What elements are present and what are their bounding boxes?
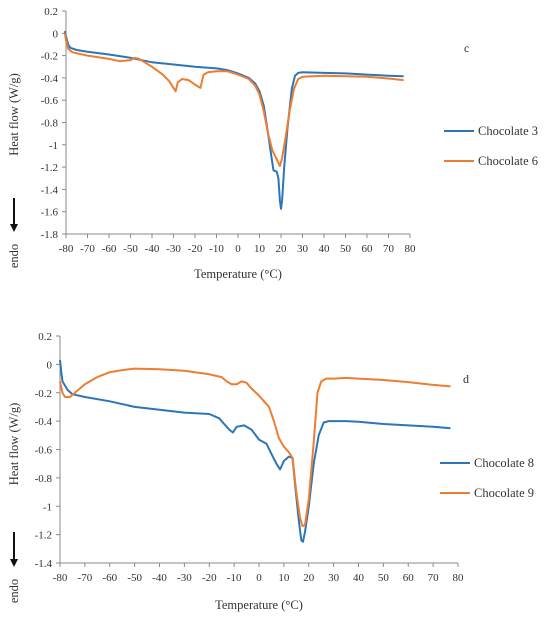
y-tick-label: -1.2 (35, 530, 52, 542)
chart-panel-c: 0.2 0 -0.2 -0.4 -0.6 -0.8 -1 -1.2 -1.4 -1.6 -1.8-8… (7, 6, 538, 281)
y-tick-label: -1.4 (41, 184, 59, 196)
x-tick-label: 70 (383, 243, 395, 255)
x-tick-label: -50 (123, 243, 138, 255)
x-tick-label: 60 (362, 243, 374, 255)
x-tick-label: 20 (303, 572, 315, 584)
y-tick-label: -1 (43, 501, 52, 513)
x-tick-label: 80 (453, 572, 465, 584)
endo-label: endo (7, 244, 21, 268)
x-tick-label: -70 (78, 572, 93, 584)
series-line-1 (63, 30, 404, 210)
y-tick-label: 0 (53, 28, 59, 40)
series-line-2 (63, 33, 404, 167)
x-tick-label: 10 (278, 572, 290, 584)
x-tick-label: -10 (209, 243, 224, 255)
x-tick-label: 0 (235, 243, 241, 255)
y-tick-label: -0.2 (35, 388, 52, 400)
legend-label: Chocolate 8 (474, 456, 534, 470)
y-tick-label: 0 (47, 359, 53, 371)
series-line-2 (59, 367, 451, 528)
x-tick-label: -20 (202, 572, 217, 584)
panel-letter: c (464, 41, 469, 55)
y-tick-label: -0.6 (35, 445, 53, 457)
y-axis-label: Heat flow (W/g) (7, 403, 21, 486)
x-tick-label: -60 (102, 572, 117, 584)
x-tick-label: -50 (127, 572, 142, 584)
x-axis-label: Temperature (°C) (194, 267, 282, 281)
legend-label: Chocolate 3 (478, 124, 538, 138)
x-tick-label: 10 (254, 243, 266, 255)
x-tick-label: -40 (152, 572, 167, 584)
y-tick-label: 0.2 (38, 331, 52, 343)
endo-arrow-head (10, 224, 18, 232)
y-tick-label: -0.4 (41, 73, 59, 85)
x-tick-label: -30 (166, 243, 181, 255)
x-tick-label: -30 (177, 572, 192, 584)
x-tick-label: 70 (428, 572, 440, 584)
series-line-1 (59, 359, 451, 543)
y-tick-label: -1 (49, 140, 58, 152)
x-tick-label: -20 (188, 243, 203, 255)
x-tick-label: -80 (53, 572, 68, 584)
x-tick-label: 0 (256, 572, 262, 584)
x-tick-label: -60 (102, 243, 117, 255)
y-tick-label: -0.6 (41, 95, 59, 107)
panel-letter: d (463, 372, 469, 386)
y-tick-label: -0.8 (35, 473, 53, 485)
y-tick-label: -0.8 (41, 118, 59, 130)
x-tick-label: -80 (59, 243, 74, 255)
endo-label: endo (7, 579, 21, 603)
y-tick-label: -0.2 (41, 51, 58, 63)
x-tick-label: -10 (227, 572, 242, 584)
x-tick-label: 40 (319, 243, 331, 255)
x-tick-label: 60 (403, 572, 415, 584)
chart-panel-d: 0.20-0.2-0.4-0.6-0.8-1-1.2-1.4-80 -70 -60-… (7, 331, 534, 612)
y-tick-label: -1.6 (41, 207, 59, 219)
x-tick-label: 80 (405, 243, 417, 255)
x-tick-label: 30 (328, 572, 340, 584)
legend-label: Chocolate 9 (474, 486, 534, 500)
x-tick-label: 20 (276, 243, 288, 255)
x-tick-label: 50 (378, 572, 390, 584)
x-tick-label: -40 (145, 243, 160, 255)
x-tick-label: 30 (297, 243, 309, 255)
x-axis-label: Temperature (°C) (215, 598, 303, 612)
y-tick-label: -1.4 (35, 558, 53, 570)
y-axis-label: Heat flow (W/g) (7, 73, 21, 156)
x-tick-label: -70 (80, 243, 95, 255)
endo-arrow-head (10, 559, 18, 567)
y-tick-label: 0.2 (44, 6, 58, 18)
y-tick-label: -0.4 (35, 416, 53, 428)
y-tick-label: -1.8 (41, 229, 59, 241)
y-tick-label: -1.2 (41, 162, 58, 174)
legend-label: Chocolate 6 (478, 154, 538, 168)
x-tick-label: 40 (353, 572, 365, 584)
x-tick-label: 50 (340, 243, 352, 255)
